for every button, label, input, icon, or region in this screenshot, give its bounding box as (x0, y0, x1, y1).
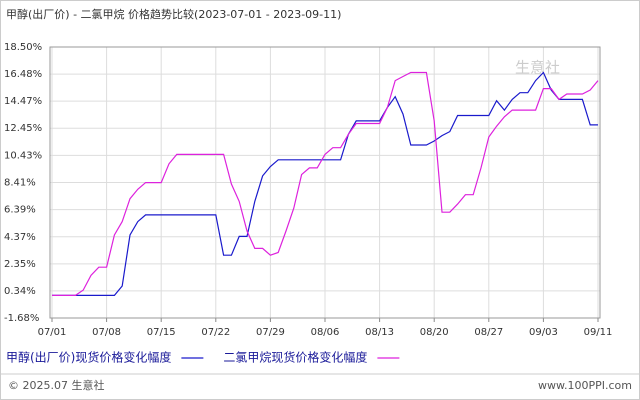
y-tick-label: 8.41% (4, 178, 36, 189)
y-tick-label: 4.37% (4, 232, 36, 243)
y-tick-label: 18.50% (4, 42, 42, 53)
series-line (52, 71, 598, 296)
y-tick-label: 6.39% (4, 205, 36, 216)
x-tick-label: 07/22 (201, 327, 230, 338)
watermark: 生意社 (515, 59, 560, 77)
y-tick-label: 0.34% (4, 286, 36, 297)
legend-label: 二氯甲烷现货价格变化幅度 (223, 350, 367, 365)
x-tick-label: 07/29 (256, 327, 285, 338)
x-tick-label: 08/20 (420, 327, 449, 338)
x-tick-label: 07/08 (92, 327, 121, 338)
series-line (52, 71, 599, 296)
y-tick-label: 2.35% (4, 259, 36, 270)
y-tick-label: 10.43% (4, 150, 42, 161)
chart-title: 甲醇(出厂价) - 二氯甲烷 价格趋势比较(2023-07-01 - 2023-… (6, 7, 341, 21)
y-tick-label: 14.47% (4, 96, 42, 107)
y-tick-label: -1.68% (4, 313, 39, 324)
x-tick-label: 09/11 (584, 327, 613, 338)
y-tick-label: 16.48% (4, 69, 42, 80)
x-tick-label: 09/03 (529, 327, 558, 338)
x-tick-label: 08/13 (365, 327, 394, 338)
x-tick-label: 07/15 (147, 327, 176, 338)
footer-left: © 2025.07 生意社 (8, 378, 104, 392)
y-tick-label: 12.45% (4, 123, 42, 134)
legend-label: 甲醇(出厂价)现货价格变化幅度 (6, 350, 171, 365)
x-tick-label: 08/27 (474, 327, 503, 338)
plot-border (49, 46, 601, 319)
x-tick-label: 07/01 (38, 327, 67, 338)
footer-right: www.100PPI.com (538, 379, 632, 392)
x-tick-label: 08/06 (311, 327, 340, 338)
